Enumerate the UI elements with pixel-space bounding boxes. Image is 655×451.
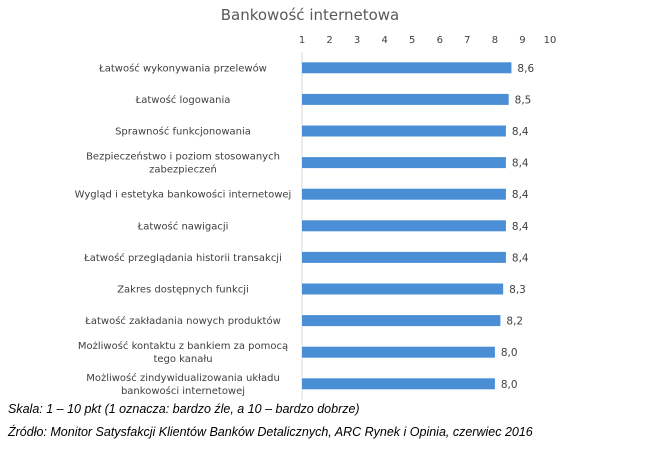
x-tick-label: 8 <box>492 35 498 46</box>
bar <box>302 62 512 74</box>
bar <box>302 378 495 390</box>
bar <box>302 220 506 232</box>
x-axis-ticks: 1 2 3 4 5 6 7 8 9 10 <box>299 35 557 46</box>
category-label: bankowości internetowej <box>121 385 245 397</box>
bar-chart: Bankowość internetowa 1 2 3 4 5 6 7 8 9 10 8,6 Łat… <box>75 6 557 400</box>
scale-note: Skala: 1 – 10 pkt (1 oznacza: bardzo źle… <box>8 402 360 416</box>
category-label: Możliwość kontaktu z bankiem za pomocą <box>78 340 288 352</box>
bar-value-label: 8,3 <box>509 284 526 296</box>
category-label: Łatwość nawigacji <box>137 220 229 232</box>
bar <box>302 157 506 169</box>
category-label: Zakres dostępnych funkcji <box>117 285 249 296</box>
category-label: Wygląd i estetyka bankowości internetowe… <box>75 189 292 201</box>
category-label: Łatwość wykonywania przelewów <box>98 62 267 74</box>
x-tick-label: 9 <box>519 35 525 46</box>
category-label: Bezpieczeństwo i poziom stosowanych <box>86 151 280 163</box>
x-tick-label: 4 <box>381 35 387 46</box>
x-tick-label: 10 <box>544 35 557 46</box>
bar-value-label: 8,0 <box>501 379 518 391</box>
bar-value-label: 8,5 <box>515 94 532 106</box>
category-label: Możliwość zindywidualizowania układu <box>86 372 280 384</box>
bar <box>302 346 495 358</box>
category-label: tego kanału <box>153 354 212 365</box>
source-note: Źródło: Monitor Satysfakcji Klientów Ban… <box>8 425 533 439</box>
x-tick-label: 7 <box>464 35 470 46</box>
bar <box>302 125 506 137</box>
bar-value-label: 8,4 <box>512 126 529 138</box>
bar-value-label: 8,2 <box>506 316 523 328</box>
bar <box>302 251 506 263</box>
bar-value-label: 8,4 <box>512 252 529 264</box>
bars: 8,6 Łatwość wykonywania przelewów 8,5 Łatwo… <box>75 62 534 397</box>
bar <box>302 93 509 105</box>
bar-value-label: 8,4 <box>512 189 529 201</box>
bar-value-label: 8,4 <box>512 221 529 233</box>
bar <box>302 283 504 295</box>
category-label: Łatwość przeglądania historii transakcji <box>83 252 282 264</box>
category-label: Sprawność funkcjonowania <box>115 126 251 138</box>
bar-value-label: 8,6 <box>517 63 534 75</box>
x-tick-label: 2 <box>326 35 332 46</box>
x-tick-label: 1 <box>299 35 305 46</box>
bar <box>302 315 501 327</box>
bar-value-label: 8,4 <box>512 158 529 170</box>
x-tick-label: 5 <box>409 35 415 46</box>
x-tick-label: 6 <box>437 35 443 46</box>
category-label: Łatwość logowania <box>135 94 231 106</box>
bar <box>302 188 506 200</box>
category-label: zabezpieczeń <box>149 164 217 176</box>
x-tick-label: 3 <box>354 35 360 46</box>
bar-value-label: 8,0 <box>501 347 518 359</box>
category-label: Łatwość zakładania nowych produktów <box>84 315 281 327</box>
chart-title: Bankowość internetowa <box>221 6 400 24</box>
